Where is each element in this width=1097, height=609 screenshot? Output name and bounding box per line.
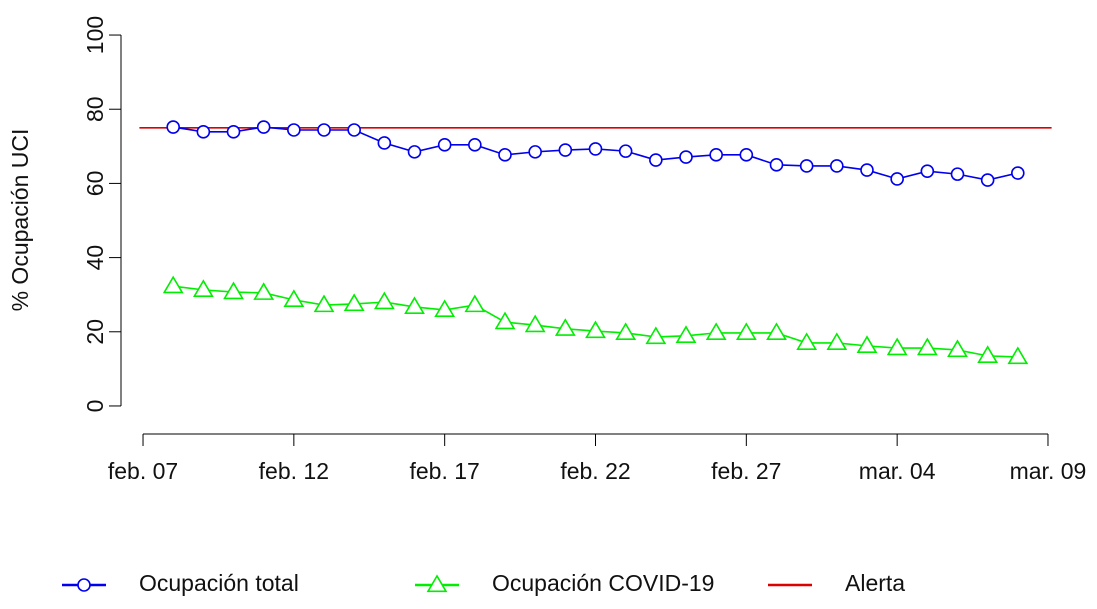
x-tick-label: mar. 09 — [1010, 458, 1087, 484]
point — [437, 138, 452, 152]
point — [226, 125, 241, 139]
point — [675, 325, 697, 343]
point — [347, 123, 361, 137]
point — [223, 281, 244, 300]
point — [498, 148, 512, 162]
point — [860, 163, 874, 177]
point — [769, 158, 784, 172]
x-tick-label: feb. 12 — [259, 458, 329, 484]
point — [739, 148, 754, 162]
point — [373, 291, 395, 310]
x-tick-label: feb. 17 — [410, 458, 480, 484]
point — [645, 326, 667, 345]
point — [464, 294, 486, 313]
point — [253, 282, 275, 300]
y-tick-label: 40 — [82, 245, 108, 271]
legend-marker — [426, 574, 448, 593]
point — [649, 153, 663, 167]
point — [317, 123, 331, 137]
point — [709, 148, 723, 162]
point — [287, 123, 301, 137]
point — [404, 296, 425, 315]
point — [766, 322, 787, 340]
point — [524, 314, 546, 333]
y-tick-label: 0 — [82, 400, 108, 413]
point — [977, 345, 999, 363]
point — [313, 294, 335, 313]
point — [615, 322, 637, 340]
legend-label: Ocupación total — [139, 570, 299, 596]
point — [554, 318, 576, 336]
point — [705, 322, 727, 340]
point — [856, 335, 878, 353]
x-tick-label: feb. 22 — [560, 458, 630, 484]
y-tick-label: 80 — [82, 96, 108, 122]
point — [377, 136, 392, 150]
point — [494, 311, 516, 330]
point — [618, 144, 633, 158]
y-tick-label: 20 — [82, 319, 108, 345]
point — [162, 275, 184, 294]
point — [826, 332, 848, 351]
point — [256, 120, 271, 134]
y-tick-label: 100 — [82, 16, 108, 54]
x-tick-label: mar. 04 — [859, 458, 936, 484]
point — [588, 142, 603, 156]
point — [1011, 166, 1025, 180]
y-tick-label: 60 — [82, 171, 108, 197]
point — [407, 145, 422, 159]
point — [196, 125, 211, 139]
point — [920, 164, 935, 178]
point — [916, 337, 938, 356]
point — [799, 159, 814, 173]
point — [796, 332, 818, 351]
point — [468, 138, 482, 152]
point — [166, 120, 180, 134]
x-tick-label: feb. 07 — [108, 458, 178, 484]
point — [947, 339, 968, 358]
point — [585, 320, 606, 339]
point — [679, 150, 693, 164]
point — [434, 299, 456, 317]
point — [950, 167, 965, 181]
point — [1007, 346, 1029, 365]
legend-marker — [77, 578, 91, 592]
point — [735, 322, 757, 340]
point — [830, 159, 844, 173]
point — [528, 145, 542, 159]
point — [886, 337, 908, 356]
point — [980, 173, 995, 187]
point — [343, 293, 365, 312]
point — [283, 289, 305, 307]
y-axis-label: % Ocupación UCI — [7, 129, 33, 312]
legend-label: Alerta — [845, 570, 905, 596]
point — [192, 279, 214, 297]
point — [890, 172, 904, 186]
legend-label: Ocupación COVID-19 — [492, 570, 714, 596]
point — [558, 143, 573, 157]
x-tick-label: feb. 27 — [711, 458, 781, 484]
